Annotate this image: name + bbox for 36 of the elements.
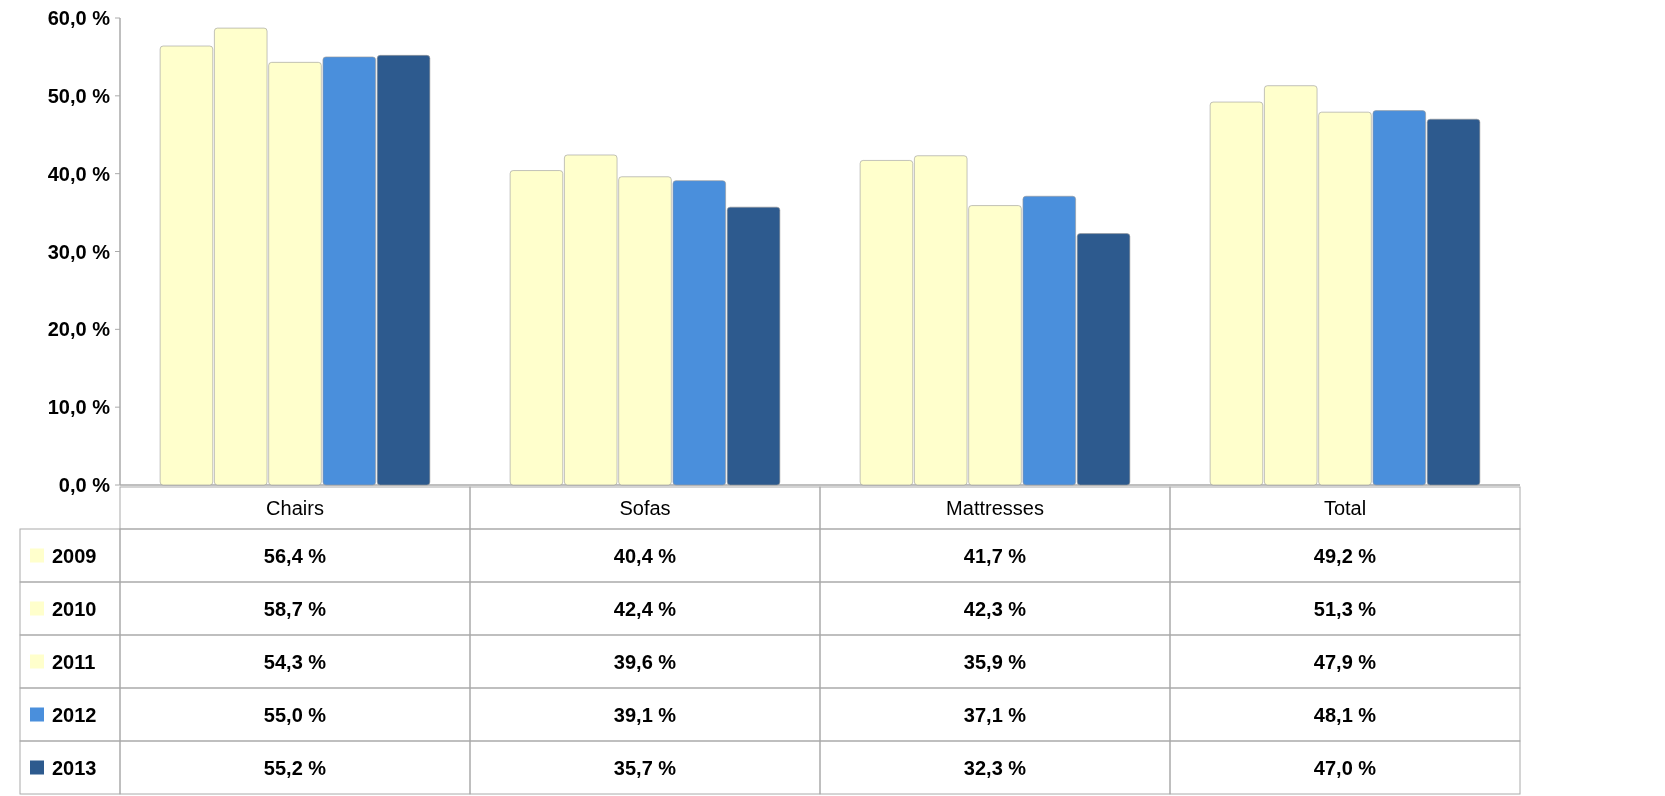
data-label: 49,2 % [1313, 544, 1377, 567]
data-label: 55,0 % [263, 703, 327, 726]
data-label: 47,9 % [1313, 650, 1377, 673]
data-label: 39,1 % [613, 703, 677, 726]
data-label: 37,1 % [963, 703, 1027, 726]
data-label: 32,3 % [963, 756, 1027, 779]
data-label: 40,4 % [613, 544, 677, 567]
data-label: 51,3 % [1313, 597, 1377, 620]
x-tick-label: Total [1323, 497, 1367, 519]
data-label: 58,7 % [263, 597, 327, 620]
x-tick-label: Sofas [619, 497, 671, 519]
data-label: 42,4 % [613, 597, 677, 620]
legend-label: 2010 [52, 597, 97, 620]
legend-label: 2013 [52, 756, 97, 779]
y-tick-label: 20,0 % [47, 318, 111, 341]
y-tick-label: 10,0 % [47, 396, 111, 419]
data-label: 35,9 % [963, 650, 1027, 673]
y-tick-label: 0,0 % [58, 474, 111, 496]
data-label: 41,7 % [963, 544, 1027, 567]
data-label: 48,1 % [1313, 703, 1377, 726]
legend-label: 2009 [52, 544, 97, 567]
x-tick-label: Mattresses [946, 497, 1044, 519]
data-label: 39,6 % [613, 650, 677, 673]
data-label: 56,4 % [263, 544, 327, 567]
data-label: 47,0 % [1313, 756, 1377, 779]
x-tick-label: Chairs [266, 497, 324, 519]
legend-label: 2011 [52, 650, 96, 673]
y-tick-label: 30,0 % [47, 240, 111, 263]
y-tick-label: 40,0 % [47, 162, 111, 185]
y-tick-label: 50,0 % [47, 84, 111, 107]
data-label: 54,3 % [263, 650, 327, 673]
data-label: 35,7 % [613, 756, 677, 779]
data-label: 42,3 % [963, 597, 1027, 620]
legend-label: 2012 [52, 703, 97, 726]
y-tick-label: 60,0 % [47, 7, 111, 29]
data-label: 55,2 % [263, 756, 327, 779]
